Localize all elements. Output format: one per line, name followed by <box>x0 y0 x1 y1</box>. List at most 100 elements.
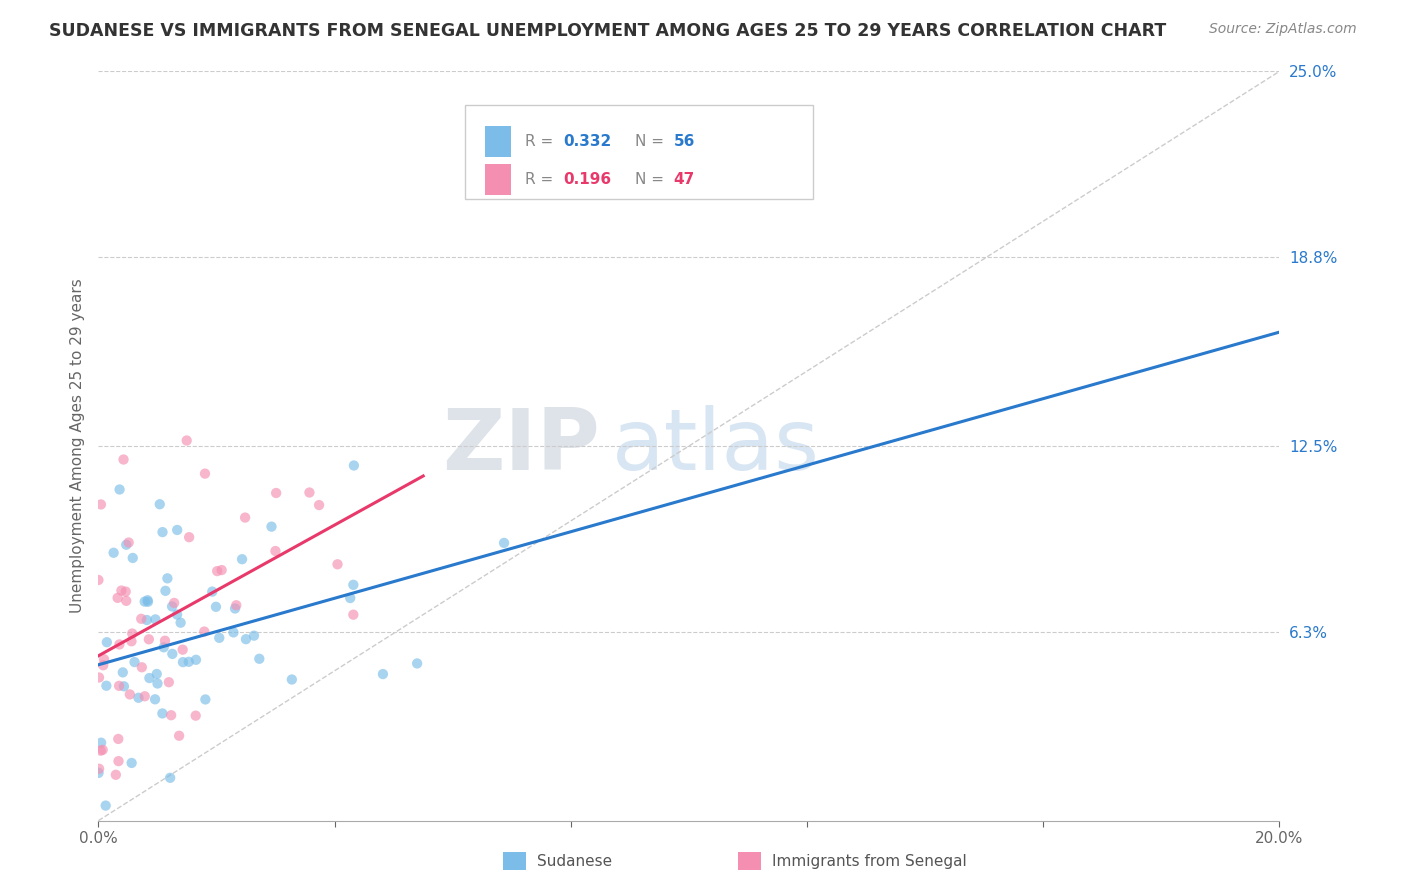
Point <box>260 519 283 533</box>
Point <box>87 762 110 776</box>
Point <box>107 754 129 768</box>
Point <box>205 564 228 578</box>
Point <box>107 591 129 605</box>
Point <box>127 690 149 705</box>
Point <box>111 665 134 680</box>
Point <box>162 647 184 661</box>
Point <box>159 771 181 785</box>
Point <box>339 591 361 605</box>
Point <box>494 536 516 550</box>
Point <box>222 625 245 640</box>
Point <box>194 692 217 706</box>
Point <box>114 584 136 599</box>
Point <box>342 578 364 592</box>
Point <box>94 798 117 813</box>
Point <box>136 595 159 609</box>
Point <box>406 657 429 671</box>
Point <box>107 731 129 746</box>
Point <box>224 601 246 615</box>
Point <box>91 658 114 673</box>
Point <box>90 744 112 758</box>
Point <box>96 635 118 649</box>
Point <box>160 708 183 723</box>
Point <box>233 510 256 524</box>
Point <box>131 660 153 674</box>
Point <box>138 632 160 647</box>
Point <box>129 612 152 626</box>
FancyBboxPatch shape <box>485 164 510 195</box>
Point <box>90 498 112 512</box>
Point <box>211 563 233 577</box>
Text: 56: 56 <box>673 134 695 149</box>
Point <box>208 631 231 645</box>
Point <box>235 632 257 647</box>
Point <box>194 467 217 481</box>
Point <box>112 452 135 467</box>
Point <box>176 434 198 448</box>
Point <box>87 765 110 780</box>
Text: ZIP: ZIP <box>443 404 600 488</box>
Point <box>121 550 143 565</box>
Point <box>264 486 287 500</box>
Text: Immigrants from Senegal: Immigrants from Senegal <box>772 855 967 869</box>
Point <box>205 599 228 614</box>
Point <box>231 552 253 566</box>
Point <box>121 756 143 770</box>
Text: R =: R = <box>524 134 558 149</box>
Point <box>134 690 156 704</box>
Text: SUDANESE VS IMMIGRANTS FROM SENEGAL UNEMPLOYMENT AMONG AGES 25 TO 29 YEARS CORRE: SUDANESE VS IMMIGRANTS FROM SENEGAL UNEM… <box>49 22 1167 40</box>
Point <box>103 546 125 560</box>
Point <box>118 687 141 701</box>
Point <box>108 483 131 497</box>
Point <box>169 615 191 630</box>
Point <box>135 613 157 627</box>
Point <box>152 640 174 655</box>
Point <box>138 671 160 685</box>
Point <box>184 653 207 667</box>
Point <box>264 544 287 558</box>
Text: Sudanese: Sudanese <box>537 855 612 869</box>
Point <box>342 607 364 622</box>
Point <box>298 485 321 500</box>
Point <box>225 599 247 613</box>
Point <box>112 679 135 693</box>
Y-axis label: Unemployment Among Ages 25 to 29 years: Unemployment Among Ages 25 to 29 years <box>69 278 84 614</box>
Point <box>308 498 330 512</box>
Point <box>155 583 177 598</box>
Point <box>145 667 167 681</box>
Point <box>201 584 224 599</box>
Text: 47: 47 <box>673 172 695 187</box>
Point <box>143 692 166 706</box>
Text: N =: N = <box>634 172 668 187</box>
Point <box>118 535 141 549</box>
Point <box>96 679 118 693</box>
Point <box>90 736 112 750</box>
Text: Source: ZipAtlas.com: Source: ZipAtlas.com <box>1209 22 1357 37</box>
Point <box>166 607 188 622</box>
Point <box>149 497 172 511</box>
Text: 0.332: 0.332 <box>564 134 612 149</box>
Point <box>167 729 190 743</box>
Point <box>134 594 156 608</box>
Point <box>281 673 304 687</box>
Point <box>172 642 194 657</box>
FancyBboxPatch shape <box>485 126 510 157</box>
Point <box>87 671 110 685</box>
Point <box>108 637 131 651</box>
Point <box>124 655 146 669</box>
Point <box>163 596 186 610</box>
Point <box>157 675 180 690</box>
Text: atlas: atlas <box>612 404 820 488</box>
Text: 0.196: 0.196 <box>564 172 612 187</box>
Point <box>115 538 138 552</box>
Point <box>247 652 270 666</box>
Point <box>121 634 143 648</box>
Point <box>146 676 169 690</box>
Point <box>343 458 366 473</box>
Point <box>193 624 215 639</box>
Point <box>371 667 394 681</box>
Point <box>166 523 188 537</box>
Point <box>121 626 143 640</box>
Point <box>184 708 207 723</box>
Point <box>145 612 167 626</box>
